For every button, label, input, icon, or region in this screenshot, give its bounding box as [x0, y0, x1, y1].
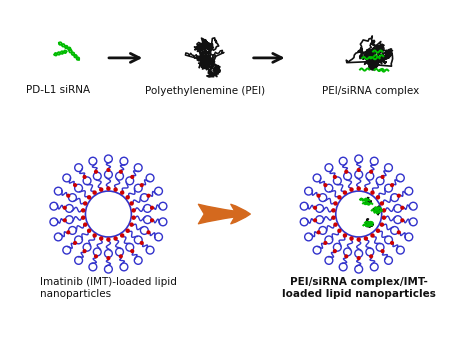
Circle shape [332, 216, 335, 219]
Circle shape [350, 237, 353, 240]
Circle shape [147, 231, 150, 234]
Circle shape [151, 219, 154, 222]
Circle shape [314, 219, 317, 222]
Circle shape [336, 191, 382, 237]
Circle shape [107, 169, 110, 172]
Circle shape [357, 238, 360, 241]
Circle shape [88, 229, 91, 232]
Circle shape [95, 170, 97, 173]
Circle shape [397, 194, 400, 197]
Circle shape [324, 241, 327, 244]
Circle shape [401, 219, 404, 222]
Circle shape [100, 237, 103, 240]
Circle shape [343, 191, 346, 194]
Circle shape [334, 176, 336, 178]
Circle shape [121, 191, 124, 194]
Circle shape [130, 202, 133, 205]
Circle shape [371, 191, 374, 194]
Circle shape [126, 196, 129, 199]
Circle shape [114, 237, 117, 240]
Circle shape [82, 216, 85, 219]
Circle shape [391, 184, 393, 187]
Circle shape [401, 206, 404, 209]
Circle shape [107, 187, 110, 190]
Circle shape [93, 234, 96, 237]
Circle shape [107, 257, 110, 259]
Circle shape [345, 170, 347, 173]
Circle shape [365, 237, 367, 240]
Circle shape [107, 238, 110, 241]
Text: PD-L1 siRNA: PD-L1 siRNA [26, 85, 90, 95]
Circle shape [119, 170, 122, 173]
Circle shape [126, 229, 129, 232]
Circle shape [84, 202, 87, 205]
Circle shape [376, 229, 380, 232]
Circle shape [67, 194, 70, 197]
Circle shape [380, 202, 383, 205]
Circle shape [365, 188, 367, 191]
Circle shape [100, 188, 103, 191]
Circle shape [132, 216, 135, 219]
Circle shape [88, 196, 91, 199]
Circle shape [357, 257, 360, 259]
Circle shape [383, 216, 385, 219]
Circle shape [74, 184, 76, 187]
Circle shape [64, 219, 66, 222]
Circle shape [343, 234, 346, 237]
Circle shape [334, 250, 336, 252]
Circle shape [332, 209, 335, 212]
Circle shape [371, 234, 374, 237]
Circle shape [84, 223, 87, 226]
Circle shape [82, 209, 85, 212]
Circle shape [93, 191, 96, 194]
Text: PEI/siRNA complex/IMT-
loaded lipid nanoparticles: PEI/siRNA complex/IMT- loaded lipid nano… [282, 278, 436, 299]
Circle shape [381, 176, 384, 178]
Circle shape [140, 184, 143, 187]
Circle shape [397, 231, 400, 234]
Circle shape [338, 196, 341, 199]
Circle shape [64, 206, 66, 209]
Circle shape [121, 234, 124, 237]
Circle shape [132, 209, 135, 212]
Circle shape [370, 255, 373, 258]
Text: PEI/siRNA complex: PEI/siRNA complex [321, 86, 419, 96]
Circle shape [350, 188, 353, 191]
Circle shape [67, 231, 70, 234]
Circle shape [83, 250, 86, 252]
Circle shape [376, 196, 380, 199]
Circle shape [380, 223, 383, 226]
Circle shape [370, 170, 373, 173]
Circle shape [334, 202, 337, 205]
Circle shape [140, 241, 143, 244]
Circle shape [334, 223, 337, 226]
Circle shape [338, 229, 341, 232]
Text: Polyethylenemine (PEI): Polyethylenemine (PEI) [145, 86, 265, 96]
Circle shape [95, 255, 97, 258]
Circle shape [130, 223, 133, 226]
Circle shape [383, 209, 385, 212]
Circle shape [119, 255, 122, 258]
Circle shape [131, 250, 134, 252]
Circle shape [324, 184, 327, 187]
Circle shape [151, 206, 154, 209]
Circle shape [74, 241, 76, 244]
Circle shape [357, 187, 360, 190]
Circle shape [85, 191, 131, 237]
Text: Imatinib (IMT)-loaded lipid
nanoparticles: Imatinib (IMT)-loaded lipid nanoparticle… [40, 278, 177, 299]
Circle shape [317, 231, 320, 234]
Circle shape [131, 176, 134, 178]
Circle shape [83, 176, 86, 178]
Circle shape [317, 194, 320, 197]
Circle shape [357, 169, 360, 172]
Circle shape [314, 206, 317, 209]
Circle shape [114, 188, 117, 191]
Circle shape [147, 194, 150, 197]
Circle shape [391, 241, 393, 244]
Circle shape [345, 255, 347, 258]
Circle shape [381, 250, 384, 252]
